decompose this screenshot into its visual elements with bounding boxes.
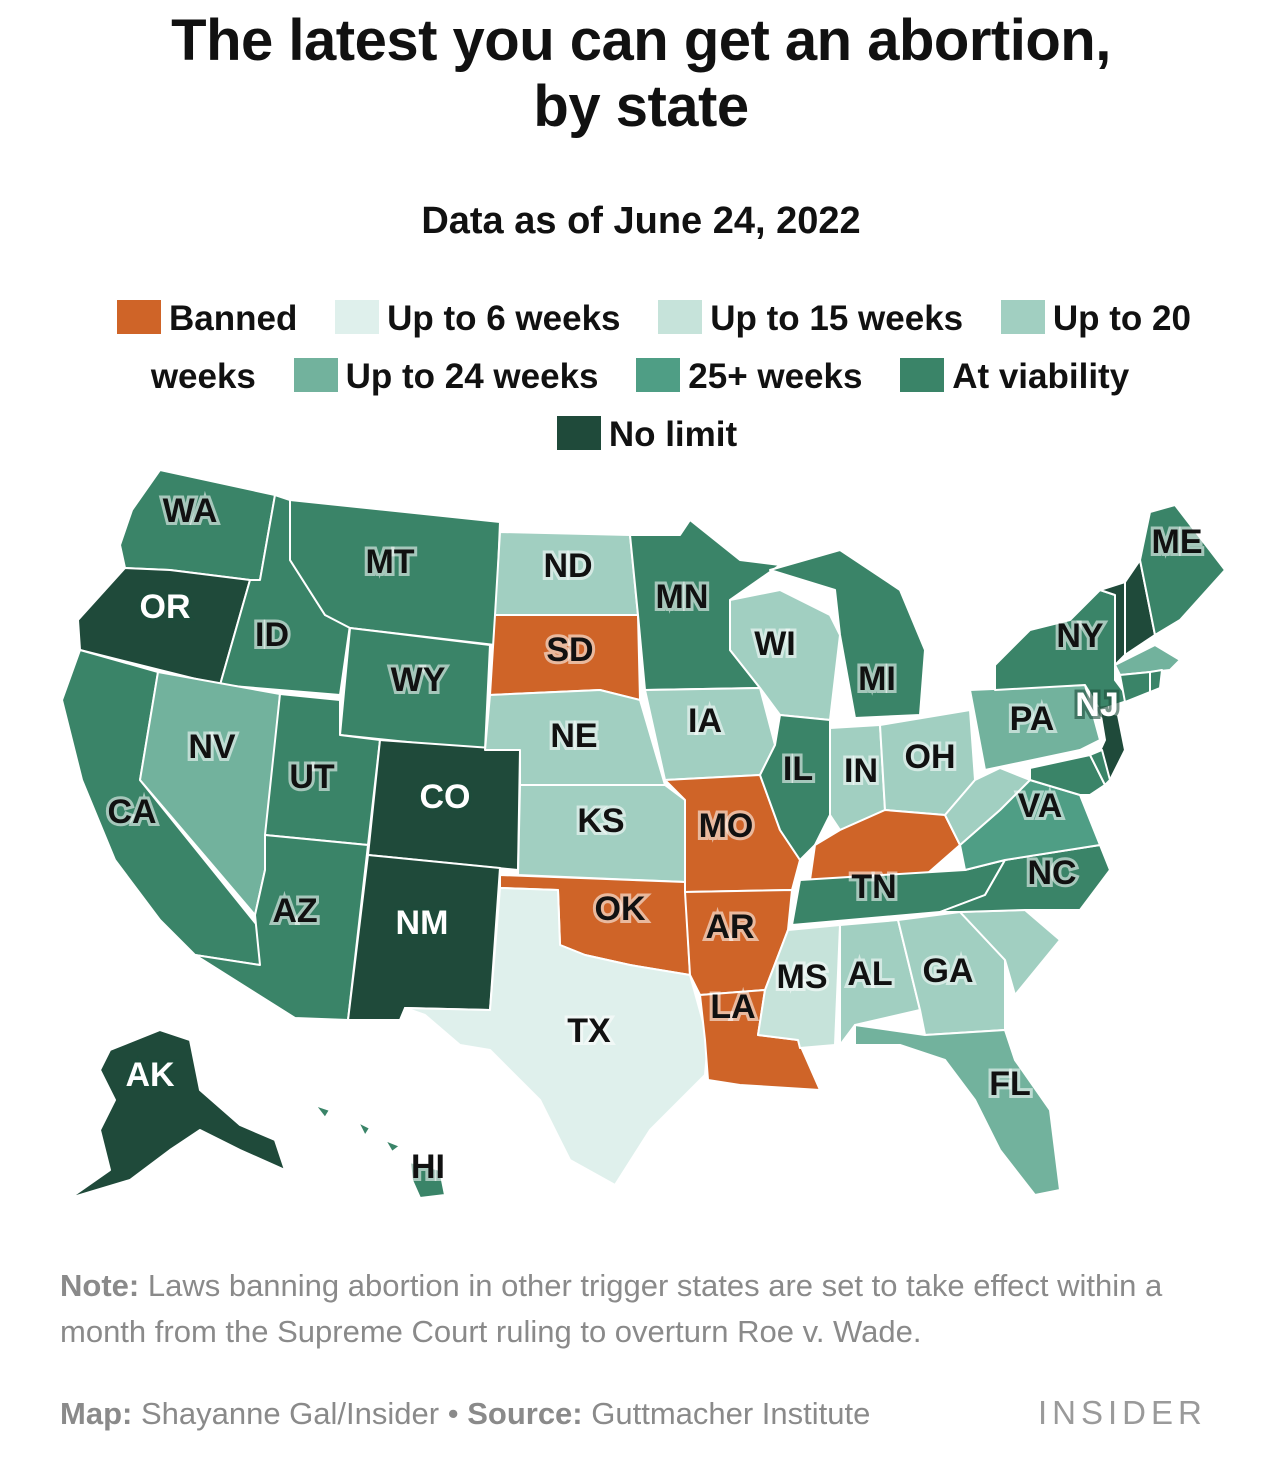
label-WA: WA bbox=[163, 492, 218, 530]
legend-item-25-weeks: 25+ weeks bbox=[636, 357, 862, 396]
label-IL: IL bbox=[783, 750, 813, 788]
label-MI: MI bbox=[858, 660, 896, 698]
credits: Map: Shayanne Gal/Insider • Source: Gutt… bbox=[60, 1396, 870, 1432]
label-WY: WY bbox=[391, 661, 446, 699]
label-NV: NV bbox=[188, 728, 236, 766]
label-ID: ID bbox=[255, 616, 289, 654]
label-AK: AK bbox=[125, 1056, 175, 1094]
state-MI bbox=[769, 549, 926, 719]
legend-swatch-6-weeks bbox=[335, 300, 380, 334]
legend-label-viability: At viability bbox=[952, 357, 1130, 396]
us-map: WA OR CA ID NV MT WY UT AZ CO NM ND SD N… bbox=[61, 469, 1226, 1199]
note: Note: Laws banning abortion in other tri… bbox=[60, 1263, 1230, 1355]
title-line-2: by state bbox=[533, 74, 749, 139]
state-AL bbox=[839, 919, 921, 1046]
state-TX bbox=[404, 887, 709, 1186]
legend: Banned Up to 6 weeks Up to 15 weeks Up t… bbox=[72, 290, 1222, 464]
label-ME: ME bbox=[1152, 523, 1203, 561]
legend-swatch-15-weeks bbox=[658, 300, 703, 334]
label-UT: UT bbox=[289, 758, 335, 796]
legend-label-15-weeks: Up to 15 weeks bbox=[710, 299, 964, 338]
map-credit: Shayanne Gal/Insider bbox=[140, 1396, 440, 1431]
label-NM: NM bbox=[396, 904, 449, 942]
label-VA: VA bbox=[1018, 787, 1063, 825]
source-label: Source: bbox=[467, 1396, 583, 1431]
label-AZ: AZ bbox=[272, 892, 317, 930]
insider-logo: INSIDER bbox=[1038, 1394, 1207, 1431]
label-MT: MT bbox=[365, 543, 414, 581]
label-OR: OR bbox=[140, 588, 191, 626]
subtitle: Data as of June 24, 2022 bbox=[421, 200, 861, 242]
label-OK: OK bbox=[595, 890, 646, 928]
label-NC: NC bbox=[1027, 854, 1076, 892]
source-credit: Guttmacher Institute bbox=[591, 1396, 871, 1431]
state-NY bbox=[994, 589, 1131, 711]
legend-label-no-limit: No limit bbox=[608, 415, 738, 454]
legend-label-25-weeks: 25+ weeks bbox=[688, 357, 863, 396]
chart-title: The latest you can get an abortion, by s… bbox=[0, 8, 1282, 140]
legend-swatch-banned bbox=[117, 300, 162, 334]
label-PA: PA bbox=[1010, 700, 1055, 738]
label-GA: GA bbox=[923, 952, 974, 990]
label-AL: AL bbox=[847, 955, 892, 993]
label-ND: ND bbox=[543, 547, 592, 585]
state-RI bbox=[1149, 669, 1163, 693]
label-FL: FL bbox=[989, 1065, 1031, 1103]
state-NC bbox=[939, 844, 1111, 913]
state-labels: WA OR CA ID NV MT WY UT AZ CO NM ND SD N… bbox=[104, 489, 1205, 1189]
label-SD: SD bbox=[546, 631, 593, 669]
label-MS: MS bbox=[777, 958, 828, 996]
label-OH: OH bbox=[905, 738, 956, 776]
label-CA: CA bbox=[107, 793, 156, 831]
label-MN: MN bbox=[656, 578, 709, 616]
label-HI: HI bbox=[411, 1148, 445, 1186]
legend-label-20-weeks: Up to 20 weeks bbox=[150, 299, 1191, 396]
title-line-1: The latest you can get an abortion, bbox=[171, 8, 1111, 73]
label-KS: KS bbox=[577, 802, 624, 840]
legend-swatch-viability bbox=[900, 358, 945, 392]
state-ME bbox=[1139, 504, 1226, 636]
legend-swatch-25-weeks bbox=[636, 358, 681, 392]
label-IA: IA bbox=[688, 702, 722, 740]
legend-label-6-weeks: Up to 6 weeks bbox=[387, 299, 621, 338]
state-VT bbox=[1099, 581, 1126, 666]
label-CO: CO bbox=[420, 778, 471, 816]
legend-label-24-weeks: Up to 24 weeks bbox=[345, 357, 599, 396]
note-label: Note: bbox=[60, 1268, 140, 1303]
label-MO: MO bbox=[699, 807, 754, 845]
legend-item-6-weeks: Up to 6 weeks bbox=[335, 299, 621, 338]
state-AK bbox=[69, 1029, 286, 1199]
legend-item-20-weeks: Up to 20 weeks bbox=[151, 299, 1191, 396]
note-text: Laws banning abortion in other trigger s… bbox=[60, 1268, 1163, 1349]
credit-separator: • bbox=[447, 1396, 459, 1431]
state-HI bbox=[314, 1104, 446, 1199]
state-DE bbox=[1089, 749, 1111, 786]
legend-swatch-24-weeks bbox=[293, 358, 338, 392]
state-CT bbox=[1119, 671, 1151, 703]
label-IN: IN bbox=[844, 752, 878, 790]
state-FL bbox=[854, 1024, 1061, 1196]
legend-item-banned: Banned bbox=[117, 299, 297, 338]
legend-item-24-weeks: Up to 24 weeks bbox=[293, 357, 599, 396]
label-WI: WI bbox=[754, 625, 796, 663]
label-TX: TX bbox=[567, 1012, 611, 1050]
label-TN: TN bbox=[851, 868, 896, 906]
label-NY: NY bbox=[1056, 617, 1104, 655]
label-AR: AR bbox=[705, 908, 754, 946]
state-shapes bbox=[61, 469, 1226, 1199]
legend-swatch-20-weeks bbox=[1000, 300, 1045, 334]
legend-label-banned: Banned bbox=[169, 299, 298, 338]
legend-item-15-weeks: Up to 15 weeks bbox=[658, 299, 963, 338]
label-NE: NE bbox=[550, 717, 597, 755]
map-credit-label: Map: bbox=[60, 1396, 133, 1431]
legend-swatch-no-limit bbox=[556, 416, 601, 450]
label-NJ: NJ bbox=[1075, 686, 1118, 724]
state-MA bbox=[1114, 644, 1181, 676]
legend-item-viability: At viability bbox=[900, 357, 1129, 396]
label-LA: LA bbox=[710, 988, 755, 1026]
legend-item-no-limit: No limit bbox=[556, 415, 738, 454]
